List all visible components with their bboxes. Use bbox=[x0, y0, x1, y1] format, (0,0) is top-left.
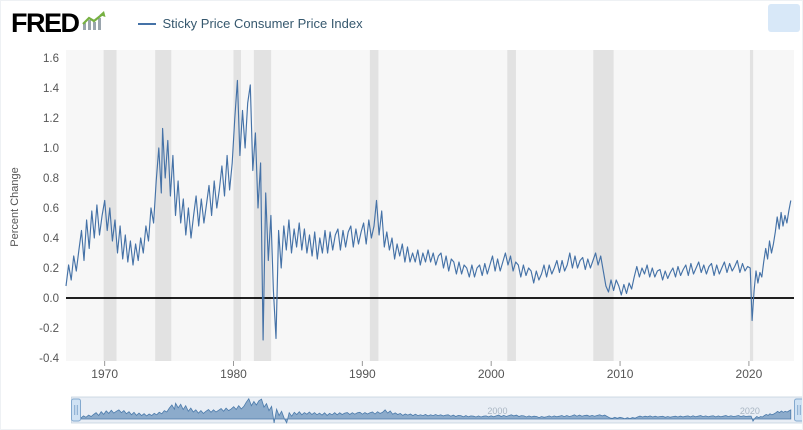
main-chart-svg[interactable]: 1.6 1.4 1.2 1.0 0.8 0.6 0.4 0.2 0.0 -0.2 -0.4 1970 1… bbox=[1, 46, 803, 391]
y-tick-label: -0.4 bbox=[39, 353, 59, 365]
y-tick-label: 1.4 bbox=[43, 83, 60, 95]
y-tick-label: 1.2 bbox=[43, 113, 59, 125]
x-tick-label: 1990 bbox=[349, 367, 376, 381]
y-tick-label: -0.2 bbox=[39, 323, 59, 335]
page-corner-widget bbox=[768, 4, 800, 32]
x-tick-label: 1970 bbox=[91, 367, 118, 381]
fred-logo[interactable]: FRED bbox=[11, 10, 106, 37]
y-tick-label: 0.0 bbox=[43, 293, 59, 305]
legend-item[interactable]: Sticky Price Consumer Price Index bbox=[137, 16, 363, 31]
recession-band bbox=[593, 50, 614, 361]
x-tick-label: 2020 bbox=[736, 367, 763, 381]
slider-year-label: 2020 bbox=[740, 406, 760, 416]
recession-band bbox=[155, 50, 172, 361]
range-slider[interactable]: 2000 2020 bbox=[71, 395, 803, 425]
y-tick-label: 1.0 bbox=[43, 143, 59, 155]
x-tick-label: 2010 bbox=[607, 367, 634, 381]
recession-band bbox=[253, 50, 272, 361]
series-line bbox=[65, 79, 792, 341]
y-tick-label: 0.6 bbox=[43, 203, 59, 215]
recession-band bbox=[369, 50, 379, 361]
slider-year-label: 2000 bbox=[487, 406, 507, 416]
slider-handle-left[interactable] bbox=[71, 398, 81, 422]
plot-background bbox=[66, 50, 794, 361]
x-tick-label: 2000 bbox=[478, 367, 505, 381]
legend-line-swatch bbox=[137, 22, 156, 25]
y-tick-label: 0.8 bbox=[43, 173, 59, 185]
x-tick-label: 1980 bbox=[220, 367, 247, 381]
fred-logo-sparkline-icon bbox=[81, 11, 106, 36]
recession-band bbox=[507, 50, 516, 361]
slider-handle-right[interactable] bbox=[794, 398, 803, 422]
chart-header: FRED Sticky Price Consumer Price Index bbox=[1, 1, 802, 46]
recession-band bbox=[749, 50, 754, 361]
recession-band bbox=[103, 50, 117, 361]
y-tick-label: 1.6 bbox=[43, 53, 59, 65]
recession-band bbox=[233, 50, 241, 361]
y-tick-label: 0.2 bbox=[43, 263, 59, 275]
legend-label: Sticky Price Consumer Price Index bbox=[162, 16, 363, 31]
fred-logo-text: FRED bbox=[11, 8, 80, 38]
y-tick-label: 0.4 bbox=[43, 233, 60, 245]
slider-mini-area bbox=[80, 397, 792, 424]
